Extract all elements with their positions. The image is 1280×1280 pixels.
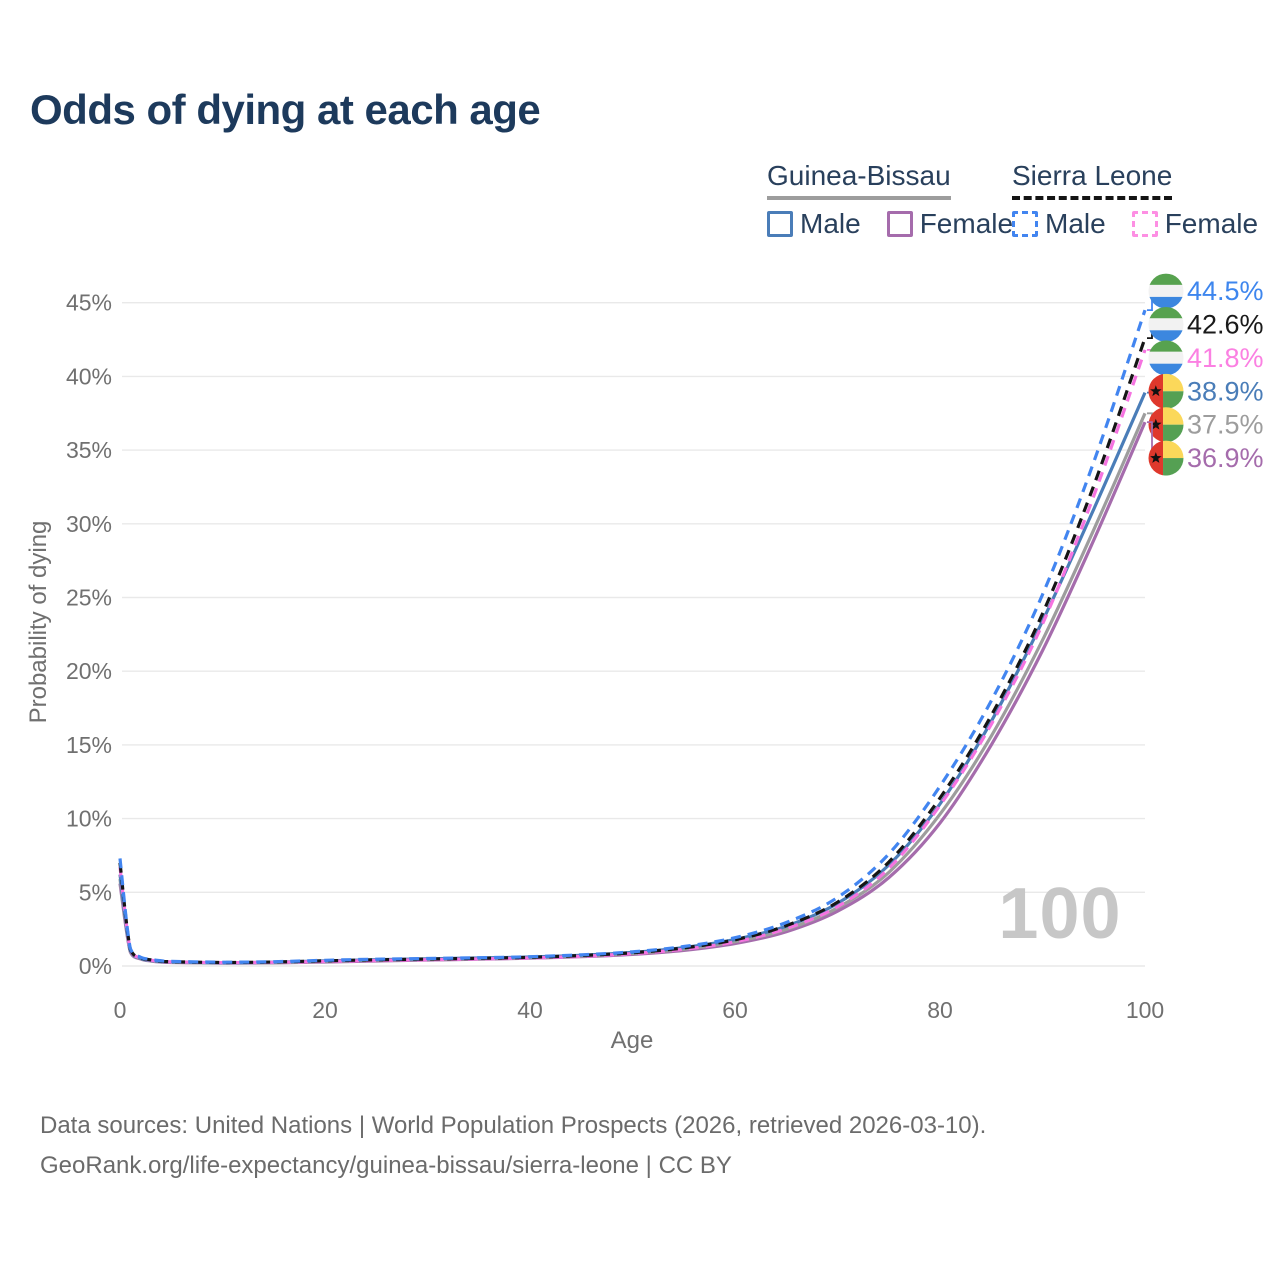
- legend-country-label: Guinea-Bissau: [767, 160, 951, 200]
- footer-attribution: GeoRank.org/life-expectancy/guinea-bissa…: [40, 1152, 732, 1179]
- legend-swatch-icon: [767, 211, 793, 237]
- y-axis-title: Probability of dying: [25, 521, 52, 724]
- y-tick-label: 0%: [79, 953, 112, 979]
- end-value-label-sl-male: 44.5%: [1187, 276, 1264, 306]
- legend-country-label: Sierra Leone: [1012, 160, 1173, 200]
- y-tick-label: 40%: [66, 363, 112, 389]
- series-line-sl-male[interactable]: [118, 309, 1147, 964]
- legend-item-male[interactable]: Male: [767, 208, 861, 240]
- guinea-bissau-flag-icon: [1148, 440, 1184, 476]
- y-tick-label: 35%: [66, 437, 112, 463]
- x-tick-label: 0: [114, 997, 127, 1023]
- y-tick-label: 10%: [66, 806, 112, 832]
- y-tick-label: 30%: [66, 511, 112, 537]
- y-tick-label: 15%: [66, 732, 112, 758]
- sierra-leone-flag-icon: [1148, 306, 1184, 342]
- x-tick-label: 60: [722, 997, 748, 1023]
- page-title: Odds of dying at each age: [30, 86, 541, 133]
- series-line-gb-both[interactable]: [118, 412, 1147, 965]
- legend-swatch-icon: [1131, 211, 1158, 237]
- y-tick-label: 45%: [66, 290, 112, 316]
- x-axis-title: Age: [611, 1027, 654, 1054]
- legend-item-label: Male: [800, 208, 861, 239]
- watermark-age: 100: [998, 874, 1122, 954]
- y-tick-label: 25%: [66, 585, 112, 611]
- legend-group-guinea-bissau: Guinea-Bissau Male Female: [767, 160, 1013, 240]
- end-value-label-gb-both: 37.5%: [1187, 410, 1264, 440]
- end-value-label-gb-female: 36.9%: [1187, 443, 1264, 473]
- y-tick-label: 5%: [79, 879, 112, 905]
- footer-datasource: Data sources: United Nations | World Pop…: [40, 1112, 987, 1139]
- x-tick-label: 20: [312, 997, 338, 1023]
- end-value-label-sl-female: 41.8%: [1187, 343, 1264, 373]
- legend-swatch-icon: [1012, 211, 1038, 237]
- legend: Guinea-Bissau Male Female Sierra Leone Male F…: [0, 160, 1280, 250]
- legend-item-female[interactable]: Female: [1131, 208, 1259, 240]
- x-tick-label: 40: [517, 997, 543, 1023]
- legend-item-label: Male: [1045, 208, 1106, 239]
- series-line-sl-both[interactable]: [118, 337, 1147, 965]
- legend-item-label: Female: [1164, 208, 1259, 239]
- y-tick-label: 20%: [66, 658, 112, 684]
- legend-group-sierra-leone: Sierra Leone Male Female: [1012, 160, 1258, 240]
- end-value-label-gb-male: 38.9%: [1187, 376, 1264, 406]
- legend-item-female[interactable]: Female: [886, 208, 1014, 240]
- guinea-bissau-flag-icon: [1148, 407, 1184, 443]
- x-tick-label: 80: [927, 997, 953, 1023]
- legend-item-male[interactable]: Male: [1012, 208, 1106, 240]
- series-line-gb-female[interactable]: [118, 421, 1147, 965]
- end-value-label-sl-both: 42.6%: [1187, 309, 1264, 339]
- guinea-bissau-flag-icon: [1148, 373, 1184, 409]
- footer: Data sources: United Nations | World Pop…: [40, 1106, 986, 1186]
- series-line-gb-male[interactable]: [118, 391, 1147, 965]
- sierra-leone-flag-icon: [1148, 340, 1184, 376]
- legend-item-label: Female: [919, 208, 1014, 239]
- legend-swatch-icon: [886, 211, 913, 237]
- series-line-sl-female[interactable]: [118, 349, 1147, 965]
- x-tick-label: 100: [1126, 997, 1164, 1023]
- sierra-leone-flag-icon: [1148, 273, 1184, 309]
